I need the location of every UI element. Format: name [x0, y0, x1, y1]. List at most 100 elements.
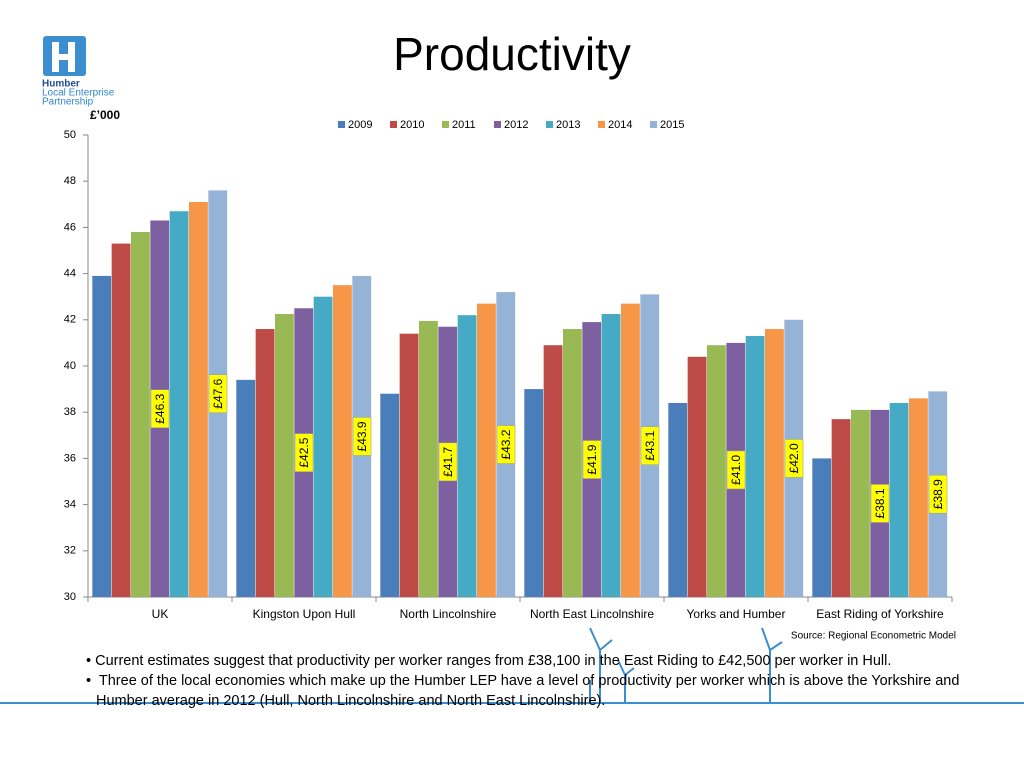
bar — [457, 315, 477, 597]
legend-swatch — [494, 121, 501, 128]
data-label-box — [582, 440, 602, 479]
y-tick-label: 48 — [64, 175, 76, 187]
bar — [706, 345, 726, 597]
data-label: £41.0 — [726, 450, 746, 490]
data-label-text: £41.0 — [729, 455, 743, 485]
legend-swatch — [442, 121, 449, 128]
bar — [562, 329, 582, 597]
bar — [399, 333, 419, 597]
legend-label: 2015 — [660, 119, 684, 131]
legend-swatch — [598, 121, 605, 128]
bar — [524, 389, 544, 597]
legend-swatch — [546, 121, 553, 128]
data-label-text: £43.2 — [499, 429, 513, 459]
data-label-text: £46.3 — [153, 393, 167, 423]
chart-title: Productivity — [393, 28, 631, 80]
bar — [333, 285, 352, 597]
bar — [889, 402, 909, 597]
legend-label: 2010 — [400, 119, 424, 131]
bar — [831, 419, 851, 597]
y-tick-label: 30 — [64, 591, 76, 603]
data-label: £43.9 — [352, 417, 372, 456]
x-tick-label: East Riding of Yorkshire — [816, 607, 944, 621]
bar — [274, 314, 294, 597]
data-label-box — [208, 374, 228, 413]
bar — [130, 232, 150, 597]
data-label-box — [352, 417, 372, 456]
data-label-text: £41.9 — [585, 444, 599, 474]
data-label-text: £43.9 — [355, 421, 369, 451]
bar — [111, 243, 131, 597]
logo-h — [52, 42, 75, 72]
logo-text: Humber — [42, 79, 80, 90]
bar — [189, 201, 208, 598]
data-label-box — [438, 442, 458, 482]
x-tick-label: UK — [152, 607, 169, 621]
bar — [745, 335, 765, 597]
bar — [909, 398, 928, 597]
data-label-box — [870, 484, 890, 523]
data-label-text: £43.1 — [643, 430, 657, 460]
data-label: £43.1 — [640, 426, 660, 465]
data-label: £38.1 — [870, 484, 890, 523]
bullet: • Three of the local economies which mak… — [86, 673, 960, 709]
bar — [313, 296, 333, 597]
legend-label: 2009 — [348, 119, 372, 131]
legend-label: 2012 — [504, 119, 528, 131]
data-label-text: £41.7 — [441, 447, 455, 477]
bar — [621, 303, 640, 597]
bullet-text: Current estimates suggest that productiv… — [95, 653, 892, 669]
data-label-text: £42.5 — [297, 437, 311, 467]
bar — [255, 329, 275, 597]
legend-swatch — [650, 121, 657, 128]
legend-label: 2011 — [452, 119, 476, 131]
y-tick-label: 34 — [64, 499, 76, 511]
legend-label: 2014 — [608, 119, 632, 131]
data-label: £41.9 — [582, 440, 602, 479]
bar — [812, 458, 832, 597]
data-label: £46.3 — [150, 389, 170, 428]
y-tick-label: 36 — [64, 452, 76, 464]
x-tick-label: Kingston Upon Hull — [253, 607, 356, 621]
y-tick-label: 42 — [64, 314, 76, 326]
data-label-box — [784, 439, 804, 478]
y-tick-label: 46 — [64, 221, 76, 233]
data-label: £42.0 — [784, 439, 804, 478]
bar — [380, 393, 400, 597]
x-tick-label: Yorks and Humber — [687, 607, 786, 621]
bar — [543, 345, 563, 597]
y-axis-label: £’000 — [90, 108, 120, 122]
data-label-box — [726, 450, 746, 490]
y-tick-label: 38 — [64, 406, 76, 418]
bullet-text: Three of the local economies which make … — [96, 673, 960, 709]
data-label: £42.5 — [294, 433, 314, 472]
data-label-text: £38.1 — [873, 488, 887, 518]
y-tick-label: 44 — [64, 268, 76, 280]
data-label-text: £42.0 — [787, 443, 801, 473]
bar — [477, 303, 496, 597]
data-label: £41.7 — [438, 442, 458, 482]
data-label-box — [928, 474, 948, 514]
y-tick-label: 32 — [64, 545, 76, 557]
data-label: £43.2 — [496, 425, 516, 464]
bar — [765, 329, 784, 597]
bar — [236, 379, 256, 597]
data-label-text: £47.6 — [211, 378, 225, 408]
legend-swatch — [390, 121, 397, 128]
bullet: • Current estimates suggest that product… — [86, 653, 892, 669]
source: Source: Regional Econometric Model — [791, 631, 956, 642]
turbines — [589, 627, 783, 703]
data-label-box — [496, 425, 516, 464]
x-tick-label: North East Lincolnshire — [530, 607, 654, 621]
legend-swatch — [338, 121, 345, 128]
data-label-box — [640, 426, 660, 465]
data-label-box — [294, 433, 314, 472]
data-label-text: £38.9 — [931, 479, 945, 509]
bar — [668, 402, 688, 597]
bar — [92, 275, 112, 597]
data-label: £38.9 — [928, 474, 948, 514]
bar — [601, 314, 621, 597]
bar — [169, 211, 189, 598]
